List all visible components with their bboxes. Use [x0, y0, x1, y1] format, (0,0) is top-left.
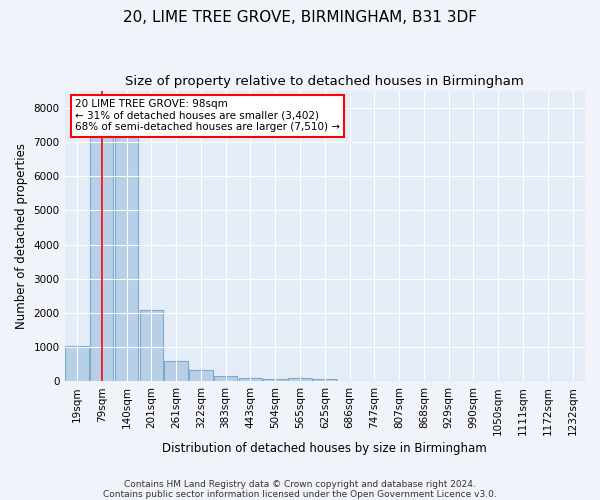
Title: Size of property relative to detached houses in Birmingham: Size of property relative to detached ho…: [125, 75, 524, 88]
Bar: [189, 370, 212, 382]
X-axis label: Distribution of detached houses by size in Birmingham: Distribution of detached houses by size …: [163, 442, 487, 455]
Bar: [115, 120, 138, 382]
Bar: [313, 378, 337, 382]
Bar: [288, 378, 312, 382]
Bar: [140, 310, 163, 382]
Bar: [164, 361, 188, 382]
Bar: [90, 120, 113, 382]
Bar: [214, 376, 238, 382]
Bar: [65, 346, 89, 382]
Text: Contains public sector information licensed under the Open Government Licence v3: Contains public sector information licen…: [103, 490, 497, 499]
Text: 20 LIME TREE GROVE: 98sqm
← 31% of detached houses are smaller (3,402)
68% of se: 20 LIME TREE GROVE: 98sqm ← 31% of detac…: [75, 100, 340, 132]
Bar: [239, 378, 262, 382]
Text: 20, LIME TREE GROVE, BIRMINGHAM, B31 3DF: 20, LIME TREE GROVE, BIRMINGHAM, B31 3DF: [123, 10, 477, 25]
Y-axis label: Number of detached properties: Number of detached properties: [15, 143, 28, 329]
Text: Contains HM Land Registry data © Crown copyright and database right 2024.: Contains HM Land Registry data © Crown c…: [124, 480, 476, 489]
Bar: [263, 378, 287, 382]
